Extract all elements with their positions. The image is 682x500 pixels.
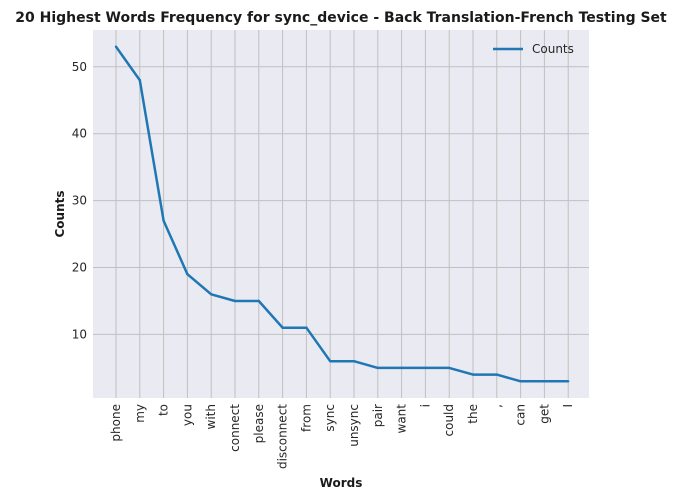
- data-point: [162, 219, 165, 222]
- x-tick-label: could: [442, 404, 456, 437]
- y-axis: 10 20 30 40 50: [72, 60, 87, 342]
- y-tick-label: 50: [72, 60, 87, 74]
- data-point: [186, 273, 189, 276]
- data-point: [138, 78, 141, 82]
- y-tick-label: 30: [72, 194, 87, 208]
- data-point: [567, 380, 570, 383]
- x-tick-label: disconnect: [276, 404, 290, 469]
- x-tick-label: can: [514, 404, 528, 426]
- data-point: [471, 373, 475, 376]
- x-tick-label: with: [204, 404, 218, 429]
- data-point: [424, 366, 427, 370]
- legend-label-counts: Counts: [532, 42, 574, 56]
- grid: [93, 30, 589, 398]
- x-tick-label: you: [180, 404, 194, 426]
- x-tick-label: unsync: [347, 404, 361, 447]
- x-axis: phone my to you with connect please disconnect f…: [109, 404, 575, 469]
- x-tick-label: sync: [323, 404, 337, 432]
- data-point: [329, 360, 332, 363]
- y-tick-label: 40: [72, 127, 87, 141]
- x-tick-label: from: [299, 404, 313, 432]
- data-point: [495, 373, 498, 376]
- data-point: [376, 366, 379, 370]
- data-point: [400, 366, 403, 370]
- data-point: [448, 366, 451, 370]
- x-tick-label: ,: [490, 404, 504, 408]
- x-axis-label: Words: [320, 476, 363, 490]
- x-tick-label: phone: [109, 404, 123, 442]
- x-tick-label: I: [561, 404, 575, 408]
- data-point: [352, 360, 356, 363]
- x-tick-label: connect: [228, 404, 242, 452]
- data-point: [519, 380, 522, 383]
- x-tick-label: please: [252, 404, 266, 443]
- y-tick-label: 20: [72, 261, 87, 275]
- x-tick-label: my: [133, 404, 147, 423]
- x-tick-label: get: [537, 404, 551, 424]
- plot-area: [93, 30, 589, 398]
- data-point: [210, 293, 213, 296]
- data-point: [233, 299, 237, 303]
- y-axis-label: Counts: [53, 190, 67, 237]
- data-point: [114, 45, 118, 48]
- data-point: [257, 299, 260, 303]
- x-tick-label: want: [395, 404, 409, 434]
- series-layer: [114, 45, 570, 383]
- data-point: [281, 326, 284, 329]
- x-tick-label: pair: [371, 404, 385, 427]
- data-point: [543, 380, 546, 383]
- series-line-counts: [114, 45, 569, 383]
- y-tick-label: 10: [72, 327, 87, 341]
- legend: Counts: [493, 42, 574, 56]
- x-tick-label: the: [466, 404, 480, 424]
- chart-title: 20 Highest Words Frequency for sync_devi…: [15, 10, 667, 26]
- x-tick-label: to: [157, 404, 171, 416]
- data-point: [305, 326, 308, 329]
- x-tick-label: i: [418, 404, 432, 407]
